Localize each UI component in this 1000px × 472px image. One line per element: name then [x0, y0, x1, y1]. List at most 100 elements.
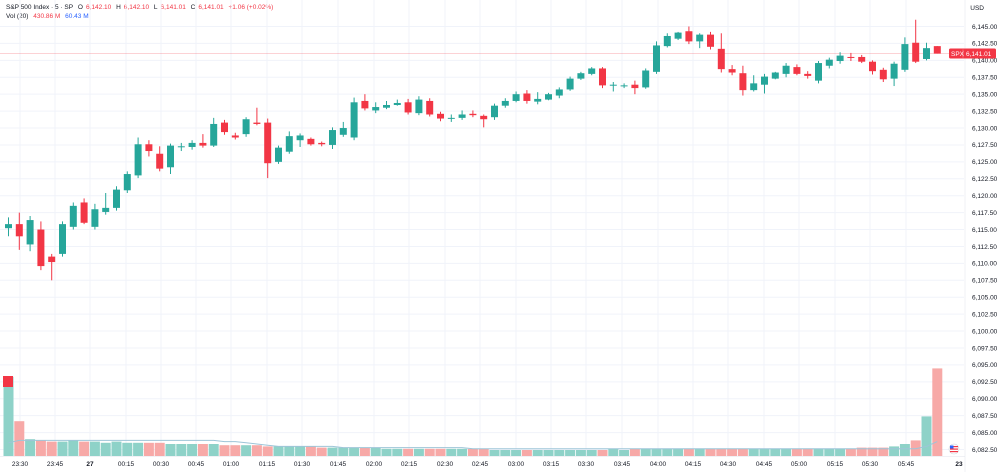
candle-body — [663, 35, 671, 47]
candle-body — [15, 224, 23, 237]
volume-bar — [338, 447, 349, 456]
axes: 6,082.50 6,085.00 6,087.50 6,090.00 6,092.50… — [0, 24, 998, 468]
flag-stripe — [950, 448, 958, 450]
candle-body — [177, 146, 185, 148]
last-price-tag[interactable]: SPX 6,141.01 — [949, 48, 996, 59]
volume-bar — [100, 442, 111, 456]
candle-body — [491, 105, 498, 118]
volume-bar — [889, 446, 900, 456]
volume-ma-value: 60.43 M — [65, 13, 89, 20]
candle-body — [599, 68, 606, 86]
volume-bar — [57, 441, 68, 456]
last-price-symbol: SPX — [951, 51, 965, 58]
candle-body — [156, 153, 164, 169]
volume-bar — [586, 450, 597, 456]
candle-body — [91, 209, 99, 227]
candle-body — [188, 142, 196, 147]
volume-bar — [878, 447, 889, 456]
candle-body — [750, 83, 758, 91]
volume-bar — [727, 448, 738, 456]
candle-body — [415, 99, 423, 114]
volume-bar — [478, 448, 489, 456]
y-tick-label: 6,115.00 — [972, 227, 997, 234]
volume-bar — [219, 445, 230, 456]
low-value: 6,141.01 — [160, 4, 186, 11]
volume-bar — [295, 446, 306, 456]
candle-body — [858, 56, 866, 62]
candle-body — [253, 122, 261, 124]
volume-bar — [46, 441, 57, 456]
volume-bar — [921, 416, 932, 456]
candle-body — [609, 84, 617, 86]
volume-bar — [241, 445, 252, 456]
volume-bar — [662, 448, 673, 456]
symbol-label[interactable]: S&P 500 Index · 5 · SP — [6, 4, 74, 11]
candle-body — [447, 117, 455, 119]
volume-bar — [532, 450, 543, 456]
candle-body — [707, 34, 714, 47]
x-tick-label: 02:00 — [366, 461, 383, 468]
close-label: C — [190, 4, 196, 11]
candle-body — [296, 135, 304, 141]
last-price-tag-bg — [949, 48, 996, 59]
candle-body — [48, 256, 56, 263]
x-tick-label: 23:30 — [12, 461, 29, 468]
volume-bar — [802, 448, 813, 456]
x-tick-label: 04:15 — [685, 461, 702, 468]
volume-bar — [111, 441, 122, 456]
candle-body — [393, 102, 401, 106]
y-tick-label: 6,090.00 — [972, 396, 998, 403]
candle-body — [739, 73, 747, 91]
candle-body — [512, 94, 520, 101]
candle-body — [566, 78, 574, 90]
volume-bar — [154, 442, 165, 456]
candle-body — [102, 207, 110, 212]
volume-legend: Vol (20) 430.86 M 60.43 M — [6, 12, 92, 22]
volume-bar — [457, 448, 468, 456]
volume-bar — [835, 448, 846, 456]
volume-bar — [381, 448, 392, 456]
candle-body — [847, 56, 855, 58]
y-tick-label: 6,087.50 — [972, 413, 998, 420]
volume-bar — [262, 446, 273, 456]
volume-bar — [651, 448, 662, 456]
candle-body — [782, 65, 790, 74]
candle-body — [534, 98, 542, 102]
y-tick-label: 6,145.00 — [972, 24, 998, 31]
volume-bar — [467, 448, 478, 456]
volume-bar — [446, 448, 457, 456]
volume-bar — [79, 441, 90, 456]
volume-bars — [3, 368, 943, 456]
candle-body — [685, 31, 693, 42]
x-tick-label: 02:15 — [401, 461, 418, 468]
y-tick-label: 6,117.50 — [972, 210, 997, 217]
candle-body — [221, 122, 228, 133]
volume-bar — [824, 448, 835, 456]
volume-bar — [68, 440, 79, 456]
candle-body — [674, 32, 682, 39]
x-tick-label: 27 — [86, 461, 94, 468]
x-tick-label: 05:00 — [791, 461, 808, 468]
candle-body — [264, 122, 272, 164]
y-tick-label: 6,100.00 — [972, 328, 998, 335]
high-label: H — [116, 4, 121, 11]
volume-bar — [845, 448, 856, 456]
volume-label[interactable]: Vol (20) — [6, 13, 29, 20]
candle-body — [545, 94, 552, 100]
candle-body — [199, 142, 207, 146]
volume-bar — [521, 450, 532, 456]
volume-ma-line — [8, 439, 938, 450]
volume-bar — [392, 448, 403, 456]
candle-body — [307, 138, 315, 145]
x-tick-label: 05:45 — [898, 461, 915, 468]
currency-label[interactable]: USD — [970, 5, 984, 12]
y-tick-label: 6,127.50 — [972, 142, 998, 149]
volume-value: 430.86 M — [33, 13, 61, 20]
candle-body — [404, 102, 412, 113]
volume-bar — [403, 448, 414, 456]
us-flag-icon[interactable] — [948, 443, 960, 455]
open-label: O — [77, 4, 83, 11]
volume-bar — [273, 446, 284, 456]
y-tick-label: 6,082.50 — [972, 447, 998, 454]
